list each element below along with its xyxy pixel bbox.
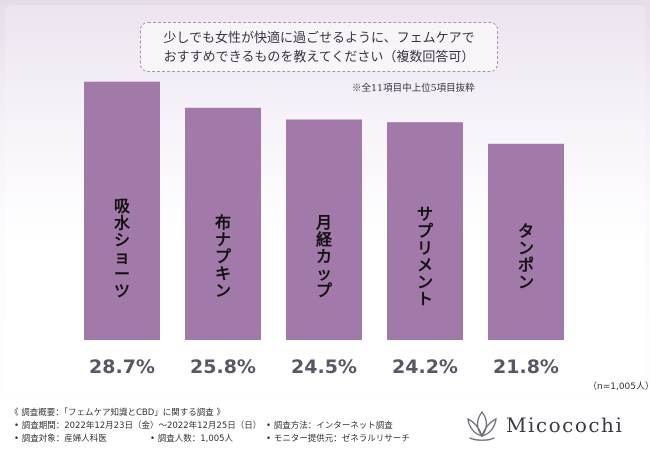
survey-target: • 調査対象：産婦人科医 [14,434,107,444]
survey-question: 少しでも女性が快適に過ごせるように、フェムケアで おすすめできるものを教えてくだ… [140,22,498,72]
survey-provider: • モニター提供元：ゼネラルリサーチ [266,434,410,444]
category-label: 月経カップ [315,213,333,300]
category-label: サプリメント [417,205,434,309]
brand-name: Micocochi [506,413,624,437]
micocochi-logo: Micocochi [462,406,642,446]
survey-count: • 調査人数：1,005人 [150,434,234,444]
value-label: 28.7% [89,356,155,378]
bar-1 [84,81,160,340]
question-line-1: 少しでも女性が快適に過ごせるように、フェムケアで [163,31,475,46]
category-label: 吸水ショーツ [114,197,131,301]
value-label: 24.5% [291,356,357,378]
survey-period: • 調査期間：2022年12月23日（金）〜2022年12月25日（日） [14,421,262,431]
bar-chart: 吸水ショーツ 28.7% 布ナプキン 25.8% 月経カップ 24.5% サプリメント 24.… [84,81,564,378]
value-label: 24.2% [392,356,458,378]
bar-3 [286,119,362,340]
value-label: 25.8% [190,356,256,378]
survey-overview-title: 《 調査概要：「フェムケア知識とCBD」に関する調査 》 [10,408,225,418]
bar-2 [185,107,261,340]
selection-note: ※全11項目中上位5項目抜粋 [352,83,475,94]
category-label: 布ナプキン [215,213,232,300]
lotus-icon [467,410,497,441]
bar-4 [387,122,463,340]
category-label: タンポン [518,222,534,292]
question-line-2: おすすめできるものを教えてください（複数回答可） [163,50,475,65]
sample-size-note: （n=1,005人） [588,382,650,392]
value-label: 21.8% [493,356,559,378]
survey-method: • 調査方法：インターネット調査 [266,421,393,431]
survey-footer: 《 調査概要：「フェムケア知識とCBD」に関する調査 》 • 調査期間：2022… [0,400,650,450]
bar-5 [488,143,564,340]
